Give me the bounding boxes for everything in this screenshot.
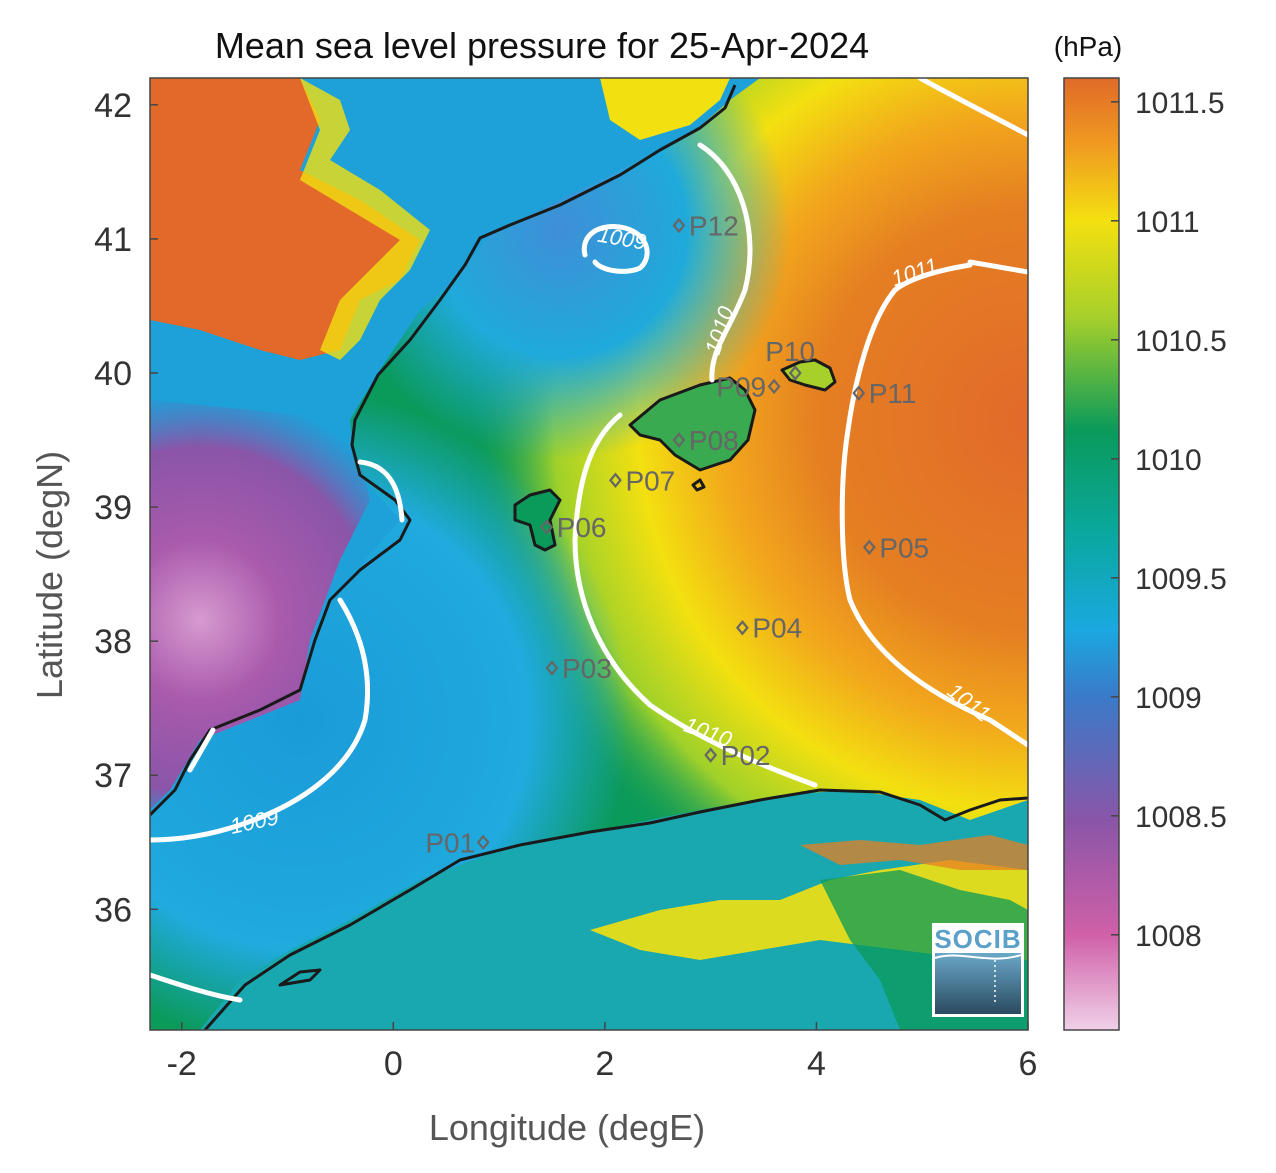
colorbar-tick-label: 1008 — [1135, 920, 1202, 953]
contour-1011-northeast — [917, 78, 1028, 138]
contour-1009-small — [187, 727, 216, 773]
colorbar-tick-label: 1008.5 — [1135, 801, 1227, 834]
ibiza-coastline — [513, 488, 562, 552]
logo-text: SOCIB — [934, 924, 1021, 954]
colorbar-frame — [1063, 77, 1120, 1031]
contour-1009-west-bay — [357, 459, 405, 523]
y-axis-label: Latitude (degN) — [29, 451, 70, 699]
y-tick-label: 38 — [94, 623, 132, 661]
contour-1011-top-right — [967, 259, 1028, 275]
x-tick-label: 4 — [807, 1045, 826, 1083]
station-marker-p01 — [476, 834, 490, 851]
colorbar-fill — [1064, 78, 1119, 1030]
station-marker-p05 — [862, 539, 876, 556]
station-label-p01: P01 — [425, 827, 475, 858]
alboran-coastline — [278, 968, 322, 987]
y-tick-label: 41 — [94, 221, 132, 259]
africa-coastline — [203, 788, 1028, 1030]
station-marker-p03 — [545, 660, 559, 676]
southeast-low-land — [150, 400, 370, 810]
colorbar-tick-label: 1010 — [1135, 444, 1202, 477]
station-label-p11: P11 — [869, 378, 917, 409]
station-label-p03: P03 — [562, 653, 612, 684]
colorbar-tick-label: 1009.5 — [1135, 563, 1227, 596]
y-tick-label: 40 — [94, 355, 132, 393]
contour-1011-east — [839, 262, 1028, 748]
map-frame — [149, 77, 1029, 1031]
contour-1009-bottom-left — [150, 972, 243, 1003]
station-label-p08: P08 — [689, 425, 739, 456]
station-marker-p07 — [609, 472, 622, 488]
station-marker-p08 — [672, 432, 686, 448]
y-tick-label: 42 — [94, 87, 132, 125]
station-label-p05: P05 — [879, 532, 929, 563]
mallorca-coastline — [628, 376, 757, 472]
socib-logo: SOCIB — [932, 923, 1024, 1017]
colorbar-tick-label: 1009 — [1135, 682, 1202, 715]
station-marker-p06 — [540, 519, 554, 535]
station-marker-p12 — [672, 217, 686, 234]
x-tick-label: 2 — [595, 1045, 614, 1083]
station-label-p12: P12 — [689, 210, 739, 241]
station-marker-p09 — [767, 378, 781, 395]
station-label-p02: P02 — [721, 740, 771, 771]
station-marker-p02 — [704, 747, 718, 763]
ibiza-island — [515, 490, 560, 550]
menorca-coastline — [780, 358, 837, 392]
y-tick-label: 36 — [94, 891, 132, 929]
station-label-p10: P10 — [765, 336, 815, 367]
catalonia-highland — [600, 78, 730, 140]
station-marker-p10 — [788, 365, 802, 381]
stations: P01 P02 P03 P04 P05 P06 P07 P08 P09 P10 P11 P12 — [425, 210, 929, 858]
contour-1010-east — [697, 142, 753, 383]
colorbar-tick-label: 1010.5 — [1135, 325, 1227, 358]
iberia-highlands-edge — [300, 78, 430, 360]
colorbar: 1011.5 1011 1010.5 1010 1009.5 1009 1008.5 1008… — [1054, 31, 1227, 1031]
colorbar-tick-label: 1011.5 — [1135, 87, 1225, 120]
x-axis-ticks: -2 0 2 4 6 — [167, 1022, 1038, 1083]
contour-1009-southwest — [150, 597, 371, 843]
x-tick-label: -2 — [167, 1045, 197, 1083]
station-label-p07: P07 — [625, 465, 675, 496]
colorbar-tick-label: 1011 — [1135, 206, 1200, 239]
colorbar-units: (hPa) — [1054, 31, 1122, 62]
iberia-coastline — [150, 84, 737, 817]
y-tick-label: 39 — [94, 489, 132, 527]
x-axis-label: Longitude (degE) — [429, 1107, 705, 1148]
station-label-p06: P06 — [557, 512, 607, 543]
y-axis-ticks: 42 41 40 39 38 37 36 — [94, 87, 158, 929]
y-tick-label: 37 — [94, 757, 132, 795]
station-marker-p11 — [852, 385, 866, 401]
cabrera-coastline — [691, 478, 706, 492]
contour-1009-north — [581, 224, 650, 274]
station-marker-p04 — [735, 620, 749, 636]
station-label-p04: P04 — [752, 613, 802, 644]
x-tick-label: 0 — [384, 1045, 403, 1083]
colorbar-ticks: 1011.5 1011 1010.5 1010 1009.5 1009 1008.5 1008 — [1111, 87, 1227, 953]
figure-title: Mean sea level pressure for 25-Apr-2024 — [215, 25, 869, 66]
africa-atlas-peaks — [800, 835, 1028, 870]
x-tick-label: 6 — [1019, 1045, 1038, 1083]
contour-1010-south — [572, 412, 818, 788]
station-label-p09: P09 — [716, 371, 766, 402]
